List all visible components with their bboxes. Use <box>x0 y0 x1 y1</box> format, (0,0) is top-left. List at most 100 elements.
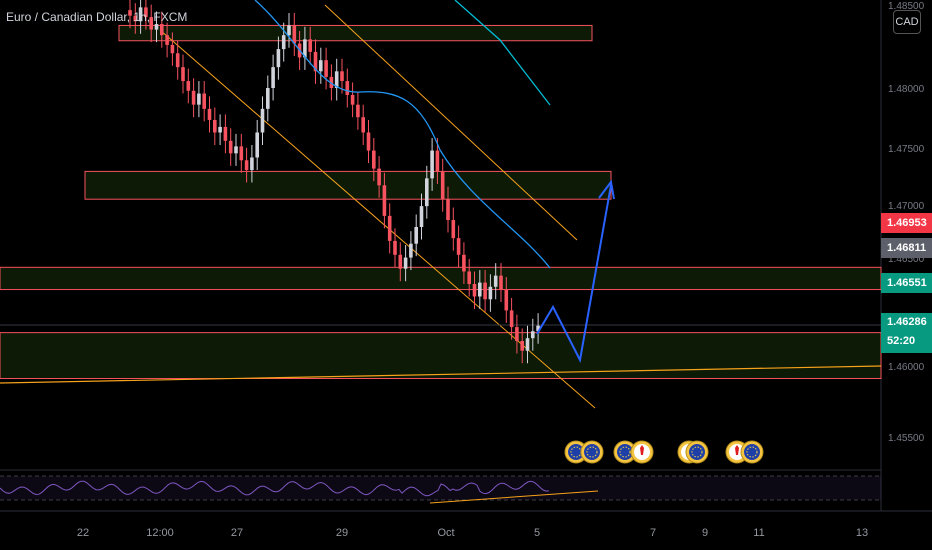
candle-body <box>509 310 514 328</box>
y-tick-label: 1.48000 <box>888 84 925 95</box>
candle-body <box>170 44 175 54</box>
price-tag-red: 1.46953 <box>881 213 932 233</box>
candle-body <box>191 90 196 105</box>
time-axis[interactable]: 22 12:00 27 29 Oct 5 7 9 11 13 <box>77 527 868 539</box>
candle-body <box>382 185 387 216</box>
rsi-band <box>0 476 881 500</box>
maple-leaf-icon <box>640 445 644 455</box>
candle-body <box>387 215 392 241</box>
candle-body <box>160 24 164 36</box>
candle-body <box>356 104 360 118</box>
candle-body <box>483 282 487 300</box>
candle-body <box>244 160 249 171</box>
candle-body <box>181 67 185 82</box>
candle-body <box>228 140 233 154</box>
candle-body <box>525 338 530 351</box>
candle-body <box>324 60 328 77</box>
candle-body <box>504 289 509 311</box>
moving-average-blue <box>254 0 551 269</box>
rsi-panel <box>0 469 881 504</box>
candle-body <box>218 126 222 133</box>
eu-stars-icon <box>586 446 598 458</box>
candle-body <box>425 178 429 207</box>
eu-stars-icon <box>746 446 758 458</box>
candle-body <box>186 81 191 91</box>
price-axis[interactable]: 1.48500 1.48000 1.47500 1.47000 1.46500 1.460… <box>888 1 925 444</box>
x-tick-label: 5 <box>534 527 540 539</box>
candle-body <box>531 331 535 339</box>
candle-body <box>435 150 440 172</box>
price-tag-teal: 1.46551 <box>881 273 932 293</box>
x-tick-label: 22 <box>77 527 89 539</box>
zone-mid <box>0 266 882 291</box>
candle-body <box>409 243 413 258</box>
maple-leaf-icon <box>735 445 739 455</box>
x-tick-label: 27 <box>231 527 243 539</box>
x-tick-label: 9 <box>702 527 708 539</box>
channel-upper-line <box>324 4 578 241</box>
eu-stars-icon <box>691 446 703 458</box>
candle-body <box>398 254 403 269</box>
candle-body <box>350 94 355 105</box>
candle-body <box>366 132 371 151</box>
candle-body <box>499 275 503 290</box>
candle-body <box>403 257 408 269</box>
rsi-trendline <box>429 490 599 504</box>
candle-body <box>334 71 339 88</box>
candle-body <box>197 93 201 105</box>
y-tick-label: 1.48500 <box>888 1 925 12</box>
eu-flag-icon <box>584 444 600 460</box>
candle-body <box>340 71 344 82</box>
candle-body <box>536 325 540 332</box>
candle-body <box>456 238 461 255</box>
candle-body <box>313 51 318 72</box>
y-tick-label: 1.47500 <box>888 144 925 155</box>
candle-body <box>393 240 397 255</box>
candle-body <box>319 60 323 72</box>
candle-body <box>128 10 132 16</box>
candle-body <box>133 15 138 22</box>
x-tick-label: 13 <box>856 527 868 539</box>
economic-events-layer[interactable] <box>564 440 764 464</box>
candle-body <box>520 340 524 351</box>
candle-body <box>467 271 471 284</box>
x-tick-label: 11 <box>753 527 764 539</box>
candles-layer <box>128 0 540 364</box>
candle-body <box>462 254 466 272</box>
eu-flag-icon <box>744 444 760 460</box>
price-tag-grey: 1.46811 <box>881 238 932 258</box>
eu-flag-icon <box>617 444 633 460</box>
candle-body <box>292 25 297 44</box>
candle-body <box>234 146 238 154</box>
candle-body <box>149 17 153 30</box>
moving-average-cyan <box>454 0 551 106</box>
grid <box>0 0 932 512</box>
candle-body <box>276 49 281 68</box>
x-tick-label: Oct <box>437 527 454 539</box>
projection-path <box>536 184 612 364</box>
zones-layer <box>0 24 882 380</box>
candle-body <box>493 275 498 287</box>
x-tick-label: 12:00 <box>146 527 174 539</box>
y-tick-label: 1.46500 <box>888 254 925 265</box>
x-tick-label: 29 <box>336 527 348 539</box>
y-tick-label: 1.47000 <box>888 201 925 212</box>
candle-body <box>308 39 312 52</box>
candle-body <box>451 220 456 239</box>
candle-body <box>165 35 169 45</box>
zone-bottom <box>0 332 882 380</box>
candle-body <box>260 108 265 133</box>
candle-body <box>154 24 159 30</box>
candle-body <box>446 199 450 221</box>
eu-flag-icon <box>689 444 705 460</box>
candle-body <box>303 39 307 58</box>
candle-body <box>138 7 143 22</box>
candle-body <box>144 7 148 18</box>
currency-badge[interactable]: CAD <box>893 10 921 34</box>
price-tag-current: 1.46286 52:20 <box>881 313 932 353</box>
candle-body <box>239 146 244 161</box>
support-trendline <box>0 365 882 384</box>
eu-flag-icon <box>568 444 584 460</box>
x-tick-label: 7 <box>650 527 656 539</box>
